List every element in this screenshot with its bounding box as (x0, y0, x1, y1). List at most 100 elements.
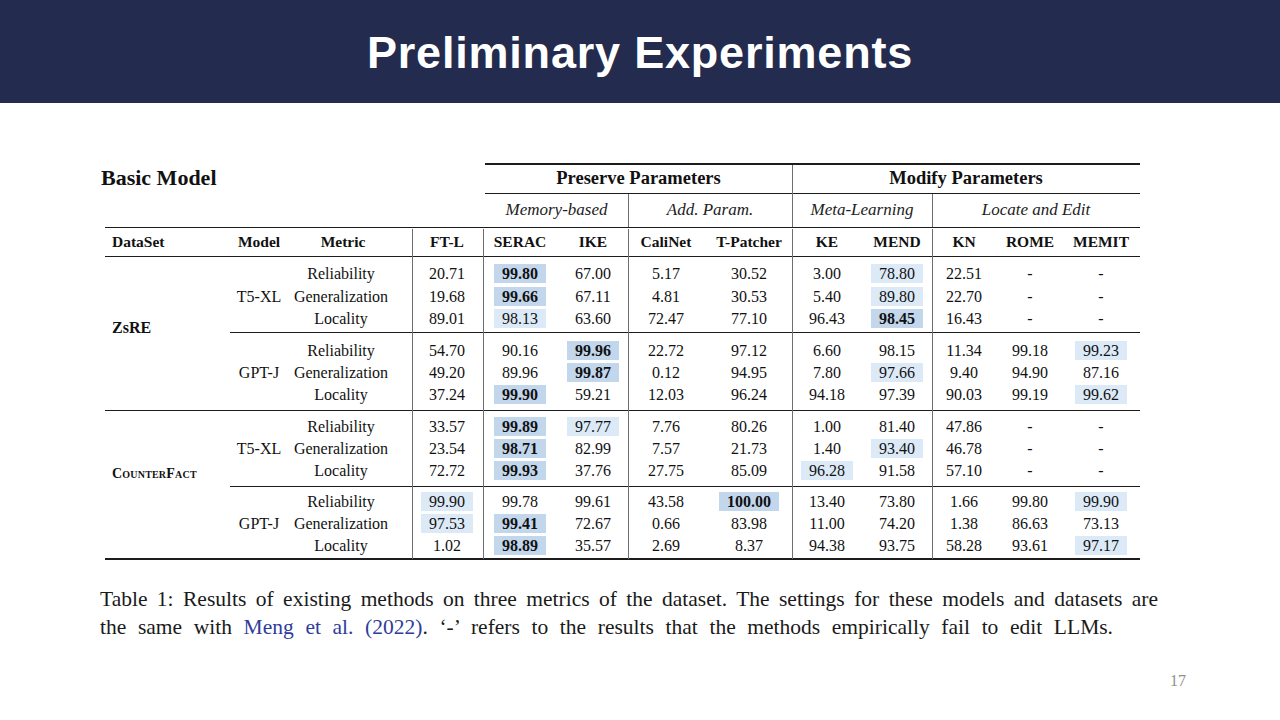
cell-value: 16.43 (946, 310, 982, 327)
table-cell: 99.89 (494, 418, 546, 436)
cell-value: 7.57 (652, 440, 680, 457)
table-cell: 74.20 (879, 515, 915, 533)
table-rule (105, 227, 1140, 229)
metric-label: Locality (314, 310, 367, 328)
cell-value: - (1027, 288, 1032, 305)
table-cell: 73.80 (879, 493, 915, 511)
cell-value: 99.66 (494, 287, 546, 306)
dataset-label: CounterFact (112, 466, 197, 482)
cell-value: 98.15 (879, 342, 915, 359)
table-cell: 30.53 (731, 288, 767, 306)
table-cell: 4.81 (652, 288, 680, 306)
table-cell: 37.24 (429, 386, 465, 404)
table-cell: 99.87 (567, 364, 619, 382)
cell-value: 99.19 (1012, 386, 1048, 403)
cell-value: 1.02 (433, 537, 461, 554)
caption-line-2: the same with Meng et al. (2022). ‘-’ re… (100, 613, 1113, 641)
table-cell: 86.63 (1012, 515, 1048, 533)
cell-value: 99.80 (1012, 493, 1048, 510)
table-cell: 100.00 (719, 493, 779, 511)
table-cell: 97.12 (731, 342, 767, 360)
table-cell: 46.78 (946, 440, 982, 458)
cell-value: 13.40 (809, 493, 845, 510)
table-cell: 2.69 (652, 537, 680, 555)
cell-value: 43.58 (648, 493, 684, 510)
model-label: T5-XL (237, 288, 281, 306)
cell-value: - (1027, 418, 1032, 435)
table-cell: - (1098, 418, 1103, 436)
cell-value: 89.96 (502, 364, 538, 381)
table-cell: 22.51 (946, 265, 982, 283)
cell-value: 63.60 (575, 310, 611, 327)
table-cell: 94.95 (731, 364, 767, 382)
table-cell: 97.17 (1075, 537, 1127, 555)
table-cell: 57.10 (946, 462, 982, 480)
cell-value: 22.70 (946, 288, 982, 305)
column-header-metric: Metric (321, 233, 366, 251)
model-label: GPT-J (239, 364, 279, 382)
table-cell: 97.39 (879, 386, 915, 404)
cell-value: 99.18 (1012, 342, 1048, 359)
table-cell: 30.52 (731, 265, 767, 283)
subgroup-header: Meta-Learning (811, 200, 914, 220)
cell-value: 11.34 (946, 342, 981, 359)
table-cell: 7.80 (813, 364, 841, 382)
table-cell: 99.90 (494, 386, 546, 404)
cell-value: 86.63 (1012, 515, 1048, 532)
column-divider (792, 165, 793, 227)
table-cell: 89.01 (429, 310, 465, 328)
table-cell: 89.80 (871, 288, 923, 306)
cell-value: 87.16 (1083, 364, 1119, 381)
table-cell: - (1098, 288, 1103, 306)
table-cell: - (1027, 418, 1032, 436)
cell-value: 94.95 (731, 364, 767, 381)
cell-value: - (1098, 265, 1103, 282)
cell-value: 99.89 (494, 417, 546, 436)
cell-value: - (1027, 265, 1032, 282)
table-cell: 27.75 (648, 462, 684, 480)
cell-value: 99.90 (494, 385, 546, 404)
table-cell: 5.17 (652, 265, 680, 283)
cell-value: 97.53 (421, 514, 473, 533)
cell-value: 99.90 (1075, 492, 1127, 511)
cell-value: 3.00 (813, 265, 841, 282)
caption-text: the same with (100, 615, 244, 639)
table-cell: 87.16 (1083, 364, 1119, 382)
citation-link[interactable]: Meng et al. (2022) (244, 615, 423, 639)
cell-value: 99.93 (494, 461, 546, 480)
caption-text: . ‘-’ refers to the results that the met… (422, 615, 1113, 639)
cell-value: 67.00 (575, 265, 611, 282)
table-cell: 78.80 (871, 265, 923, 283)
table-cell: 93.61 (1012, 537, 1048, 555)
cell-value: 73.80 (879, 493, 915, 510)
table-cell: 11.34 (946, 342, 981, 360)
table-cell: 99.41 (494, 515, 546, 533)
table-cell: 99.80 (1012, 493, 1048, 511)
table-cell: 67.11 (575, 288, 610, 306)
table-rule (485, 163, 1140, 164)
column-divider (412, 229, 413, 559)
table-cell: 99.90 (1075, 493, 1127, 511)
subgroup-header: Locate and Edit (982, 200, 1091, 220)
cell-value: 7.76 (652, 418, 680, 435)
table-cell: 99.66 (494, 288, 546, 306)
cell-value: - (1098, 288, 1103, 305)
table-cell: 97.66 (871, 364, 923, 382)
cell-value: 96.43 (809, 310, 845, 327)
cell-value: 81.40 (879, 418, 915, 435)
table-rule (485, 193, 1140, 194)
table-cell: 0.12 (652, 364, 680, 382)
cell-value: 21.73 (731, 440, 767, 457)
cell-value: - (1098, 310, 1103, 327)
table-cell: 96.43 (809, 310, 845, 328)
table-cell: 9.40 (950, 364, 978, 382)
cell-value: 99.61 (575, 493, 611, 510)
table-cell: 97.53 (421, 515, 473, 533)
table-cell: 72.72 (429, 462, 465, 480)
cell-value: 5.17 (652, 265, 680, 282)
table-cell: 98.45 (871, 310, 923, 328)
table-cell: 99.93 (494, 462, 546, 480)
cell-value: - (1098, 440, 1103, 457)
table-cell: 6.60 (813, 342, 841, 360)
metric-label: Generalization (294, 288, 388, 306)
